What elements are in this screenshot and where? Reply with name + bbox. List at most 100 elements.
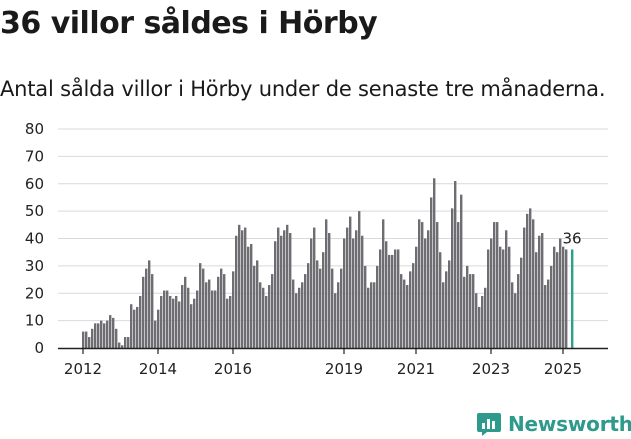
- bar: [397, 249, 400, 348]
- y-tick-label: 0: [34, 339, 44, 357]
- bar: [262, 287, 265, 348]
- bar: [430, 197, 433, 348]
- bar: [280, 235, 283, 348]
- bar: [145, 268, 148, 348]
- bar: [190, 304, 193, 348]
- bar: [136, 306, 139, 348]
- bar: [505, 230, 508, 348]
- page-title: 36 villor såldes i Hörby: [0, 6, 378, 41]
- bar: [331, 268, 334, 348]
- bar: [268, 285, 271, 348]
- bar: [244, 227, 247, 348]
- bar: [283, 230, 286, 348]
- y-tick-label: 40: [25, 230, 44, 248]
- y-tick-label: 20: [25, 284, 44, 302]
- bar: [481, 295, 484, 348]
- bar: [178, 301, 181, 348]
- bar: [520, 257, 523, 348]
- bar: [355, 230, 358, 348]
- bar: [358, 211, 361, 348]
- bar: [175, 295, 178, 348]
- bar: [445, 271, 448, 348]
- bar: [382, 219, 385, 348]
- bar: [328, 233, 331, 348]
- bar: [544, 285, 547, 348]
- bar: [286, 224, 289, 348]
- bar: [403, 279, 406, 348]
- bar: [274, 241, 277, 348]
- bar: [337, 282, 340, 348]
- bar: [427, 230, 430, 348]
- x-tick-label: 2016: [214, 360, 252, 378]
- bar: [118, 342, 121, 348]
- bar: [547, 279, 550, 348]
- bar: [535, 252, 538, 348]
- brand-name: Newsworthy: [508, 412, 631, 436]
- bar: [517, 274, 520, 348]
- bar: [112, 317, 115, 348]
- bar: [301, 282, 304, 348]
- bar: [559, 238, 562, 348]
- bar: [94, 323, 97, 348]
- y-tick-label: 70: [25, 147, 44, 165]
- bar: [442, 282, 445, 348]
- bar: [220, 268, 223, 348]
- y-tick-label: 60: [25, 175, 44, 193]
- bar: [475, 293, 478, 348]
- bar: [88, 337, 91, 348]
- bar: [433, 178, 436, 348]
- bar: [508, 246, 511, 348]
- bar: [523, 227, 526, 348]
- bar-series: [82, 178, 574, 348]
- bar: [376, 265, 379, 348]
- bar: [277, 227, 280, 348]
- bar: [373, 282, 376, 348]
- bar: [346, 227, 349, 348]
- bar: [196, 290, 199, 348]
- bar: [514, 293, 517, 348]
- bar: [130, 304, 133, 348]
- bar: [124, 337, 127, 348]
- bar: [307, 263, 310, 348]
- highlight-value-label: 36: [562, 229, 581, 247]
- bar: [154, 320, 157, 348]
- bar: [103, 323, 106, 348]
- bar: [463, 276, 466, 348]
- bar: [370, 282, 373, 348]
- x-tick-label: 2012: [64, 360, 102, 378]
- x-tick-label: 2025: [544, 360, 582, 378]
- bar: [226, 298, 229, 348]
- bar: [229, 295, 232, 348]
- bar: [223, 274, 226, 348]
- bar: [256, 260, 259, 348]
- y-tick-label: 30: [25, 257, 44, 275]
- bar: [394, 249, 397, 348]
- bar: [295, 293, 298, 348]
- bar: [109, 315, 112, 348]
- bar: [208, 279, 211, 348]
- bar: [106, 320, 109, 348]
- bar: [343, 238, 346, 348]
- annotations: 36: [562, 229, 581, 247]
- bar: [406, 285, 409, 348]
- bar: [418, 219, 421, 348]
- bar: [415, 246, 418, 348]
- bar: [304, 274, 307, 348]
- bar: [556, 252, 559, 348]
- bar: [241, 230, 244, 348]
- bar: [385, 241, 388, 348]
- y-tick-label: 50: [25, 202, 44, 220]
- bar: [532, 219, 535, 348]
- bar: [160, 295, 163, 348]
- bar: [163, 290, 166, 348]
- bar: [238, 224, 241, 348]
- bar: [436, 222, 439, 348]
- bar: [454, 181, 457, 348]
- bar: [550, 265, 553, 348]
- bar: [205, 282, 208, 348]
- bar: [529, 208, 532, 348]
- bar: [409, 271, 412, 348]
- bar: [457, 222, 460, 348]
- bar: [553, 246, 556, 348]
- bar: [232, 271, 235, 348]
